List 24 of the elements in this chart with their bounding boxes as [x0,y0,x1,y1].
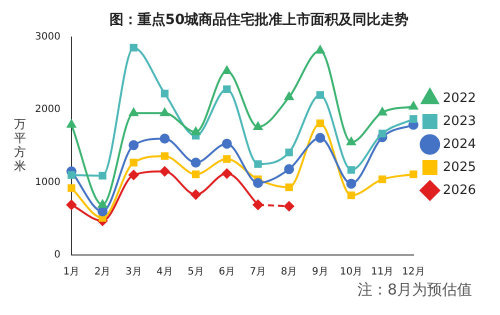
text: 注：8月为预估值 [357,280,472,298]
y-tick-label: 2000 [34,104,60,116]
x-tick-label: 2月 [94,266,111,278]
x-tick-label: 8月 [280,266,298,278]
x-tick-label: 6月 [218,266,236,278]
legend-label: 2024 [442,136,476,152]
legend-label: 2022 [442,90,476,106]
x-tick-label: 1月 [63,266,80,278]
x-tick-label: 5月 [188,266,204,278]
legend-label: 2023 [442,114,476,129]
x-tick-label: 3月 [125,266,142,278]
x-tick-label: 9月 [312,266,328,278]
x-tick-label: 12月 [402,266,425,278]
y-tick-label: 0 [54,250,60,261]
x-tick-label: 10月 [340,266,363,278]
y-axis-title: 万平方米 [14,117,26,174]
x-tick-label: 4月 [156,266,173,278]
x-tick-label: 11月 [370,266,394,278]
chart-title: 图：重点50城商品住宅批准上市面积及同比走势 [109,11,409,28]
y-tick-label: 1000 [34,176,60,188]
legend-label: 2025 [442,160,476,175]
legend-label: 2026 [442,182,476,198]
y-tick-label: 3000 [34,31,60,42]
x-tick-label: 7月 [250,266,266,278]
